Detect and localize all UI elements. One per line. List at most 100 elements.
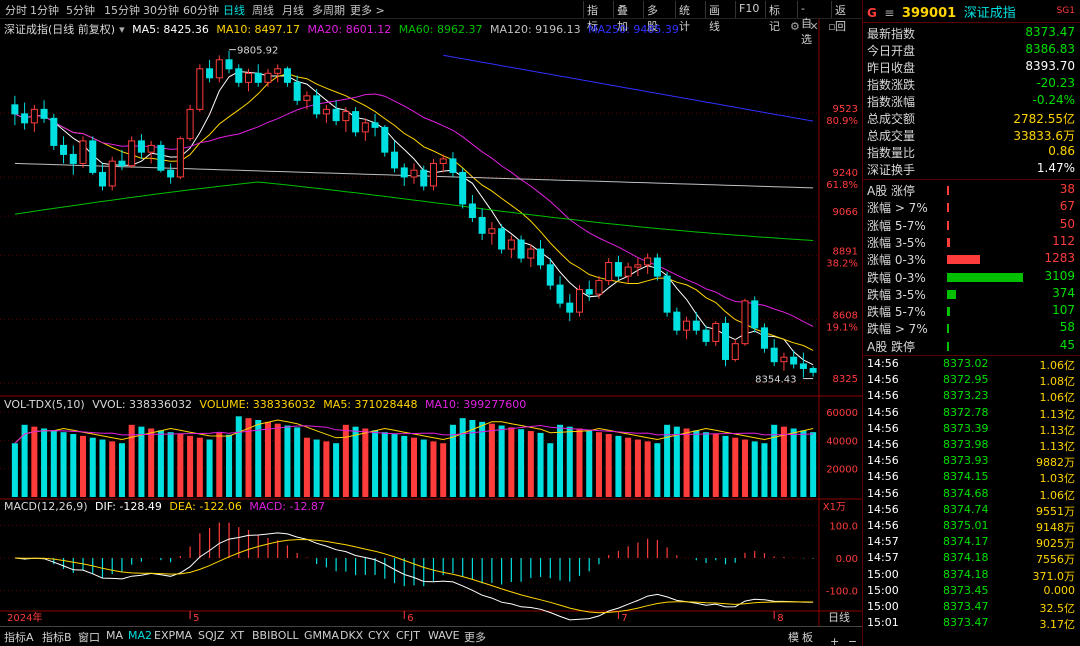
candle-down bbox=[809, 367, 817, 373]
tool-button-5[interactable]: F10 bbox=[735, 1, 762, 18]
tool-button-3[interactable]: 统计 bbox=[675, 1, 693, 33]
indicator-tab-6[interactable]: SQJZ bbox=[198, 629, 225, 642]
restore-icon[interactable]: ▫ bbox=[828, 20, 836, 33]
dea-line bbox=[14, 538, 814, 614]
tick-volume: 9882万 bbox=[1036, 456, 1075, 470]
volume-bar-up bbox=[148, 428, 155, 497]
tick-price: 8373.98 bbox=[943, 438, 989, 451]
indicator-tab-14[interactable]: 更多 bbox=[464, 631, 486, 644]
tab-1[interactable]: 1分钟 bbox=[30, 4, 59, 17]
tick-price: 8374.15 bbox=[943, 470, 989, 484]
legend-chevron-icon[interactable]: ▾ bbox=[119, 23, 125, 36]
indicator-tab-13[interactable]: WAVE bbox=[428, 629, 460, 642]
candle-down bbox=[118, 160, 126, 167]
close-icon[interactable]: ✕ bbox=[809, 20, 819, 33]
price-tick-label: 9523 bbox=[833, 104, 858, 115]
bottom-control-plus[interactable]: + bbox=[830, 635, 840, 646]
candle-up bbox=[410, 169, 418, 178]
tick-volume: 1.06亿 bbox=[1039, 391, 1076, 405]
tool-button-8[interactable]: 返回 bbox=[831, 1, 849, 33]
indicator-tab-4[interactable]: MA2 bbox=[128, 629, 153, 642]
candle-up bbox=[303, 95, 311, 101]
index-name: 深证成指(日线 前复权) bbox=[4, 23, 116, 36]
indicator-tab-10[interactable]: DKX bbox=[340, 629, 364, 642]
index-title: 深证成指 bbox=[963, 6, 1016, 21]
tick-price: 8373.47 bbox=[943, 616, 989, 630]
tool-button-0[interactable]: 指标 bbox=[583, 1, 601, 33]
indicator-tab-1[interactable]: 指标B bbox=[42, 631, 72, 644]
indicator-tab-12[interactable]: CFJT bbox=[396, 629, 420, 642]
tab-8[interactable]: 月线 bbox=[282, 4, 304, 17]
indicator-tab-9[interactable]: GMMA bbox=[304, 629, 340, 642]
quote-label: 总成交量 bbox=[867, 129, 916, 143]
volume-bar-up bbox=[741, 439, 749, 497]
quote-row: 总成交量 33833.6万 bbox=[867, 127, 1077, 144]
bottom-control-minus[interactable]: − bbox=[848, 635, 858, 646]
quote-value: 8393.70 bbox=[1025, 59, 1075, 73]
tab-9[interactable]: 多周期 bbox=[312, 4, 345, 17]
tab-2[interactable]: 5分钟 bbox=[66, 4, 95, 17]
tick-price: 8373.23 bbox=[943, 389, 989, 403]
tool-button-6[interactable]: 标记 bbox=[765, 1, 783, 33]
tool-button-4[interactable]: 画线 bbox=[705, 1, 723, 33]
volume-value: VOLUME: 338336032 bbox=[199, 398, 316, 411]
vol-tick-label: 60000 bbox=[826, 408, 858, 419]
tab-5[interactable]: 60分钟 bbox=[183, 4, 219, 17]
breadth-value: 50 bbox=[1059, 216, 1075, 231]
candle-down bbox=[371, 122, 379, 128]
tick-time: 14:56 bbox=[867, 405, 899, 419]
tab-10[interactable]: 更多 > bbox=[350, 4, 385, 17]
dif-line bbox=[14, 532, 814, 621]
tool-button-7[interactable]: -自选 bbox=[797, 1, 815, 46]
volume-bar-down bbox=[751, 441, 758, 497]
tool-button-2[interactable]: 多股 bbox=[643, 1, 661, 33]
volume-bar-up bbox=[31, 426, 38, 497]
candle-down bbox=[420, 169, 428, 187]
bottom-control-dayline[interactable]: 日线 bbox=[828, 611, 850, 624]
tick-time: 15:00 bbox=[867, 567, 899, 581]
indicator-tab-7[interactable]: XT bbox=[230, 629, 245, 642]
bottom-control-mo[interactable]: 模 bbox=[788, 631, 799, 644]
candle-down bbox=[157, 144, 165, 171]
indicator-tab-11[interactable]: CYX bbox=[368, 629, 390, 642]
quote-value: 1.47% bbox=[1036, 161, 1075, 175]
candle-up bbox=[361, 122, 369, 133]
tab-0[interactable]: 分时 bbox=[5, 4, 27, 17]
tick-row: 15:00 8373.45 0.000 bbox=[867, 584, 1077, 600]
tab-7[interactable]: 周线 bbox=[252, 4, 274, 17]
tick-row: 14:56 8373.23 1.06亿 bbox=[867, 389, 1077, 405]
breadth-bar bbox=[947, 341, 949, 351]
indicator-tab-8[interactable]: BBIBOLL bbox=[252, 629, 299, 642]
breadth-bar bbox=[947, 255, 980, 265]
volume-bar-down bbox=[333, 443, 340, 497]
volume-bar-down bbox=[50, 430, 57, 497]
volume-bar-down bbox=[60, 432, 67, 497]
bottom-control-ban[interactable]: 板 bbox=[802, 631, 813, 644]
volume-bar-up bbox=[109, 441, 116, 497]
breadth-row: A股 跌停 45 bbox=[867, 338, 1077, 355]
vol-name: VOL-TDX(5,10) bbox=[4, 398, 85, 411]
tick-volume: 9551万 bbox=[1036, 504, 1075, 518]
quote-row: 指数涨跌 -20.23 bbox=[867, 76, 1077, 93]
indicator-tab-2[interactable]: 窗口 bbox=[78, 631, 100, 644]
settings-icon[interactable]: ⚙ bbox=[790, 20, 800, 33]
quote-value: -20.23 bbox=[1036, 76, 1075, 90]
menu-icon[interactable]: ≡ bbox=[884, 6, 895, 20]
candle-up bbox=[342, 111, 350, 122]
tick-time: 14:56 bbox=[867, 389, 899, 403]
tab-4[interactable]: 30分钟 bbox=[143, 4, 179, 17]
tick-row: 14:56 8374.74 9551万 bbox=[867, 503, 1077, 519]
tick-time: 15:01 bbox=[867, 616, 899, 630]
date-label: 6 bbox=[407, 613, 413, 624]
indicator-tab-0[interactable]: 指标A bbox=[4, 631, 34, 644]
volume-bar-down bbox=[235, 416, 242, 497]
tick-volume: 371.0万 bbox=[1032, 569, 1076, 583]
tab-3[interactable]: 15分钟 bbox=[104, 4, 140, 17]
indicator-tab-3[interactable]: MA bbox=[106, 629, 124, 642]
tool-button-1[interactable]: 叠加 bbox=[613, 1, 631, 33]
tab-6[interactable]: 日线 bbox=[223, 4, 245, 17]
tick-row: 15:00 8373.47 32.5亿 bbox=[867, 600, 1077, 616]
indicator-tab-5[interactable]: EXPMA bbox=[154, 629, 193, 642]
tick-time: 14:56 bbox=[867, 486, 899, 500]
